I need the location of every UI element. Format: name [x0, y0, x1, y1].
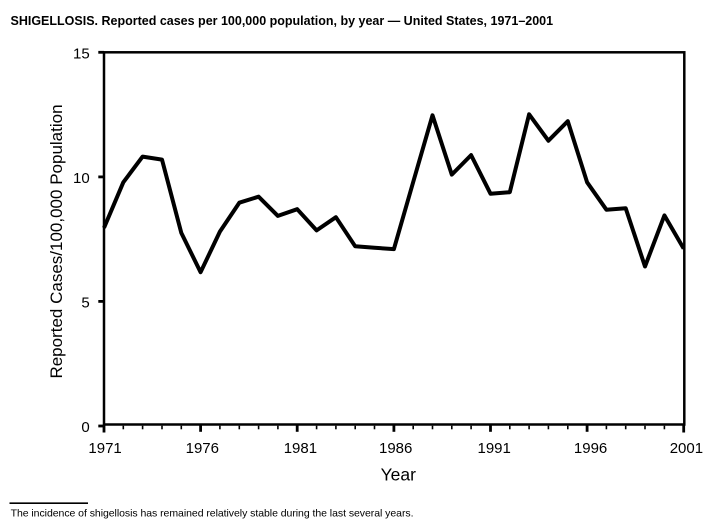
svg-text:0: 0 — [81, 419, 89, 436]
svg-text:The incidence of shigellosis h: The incidence of shigellosis has remaine… — [11, 507, 414, 519]
svg-text:1981: 1981 — [284, 440, 317, 457]
svg-text:1976: 1976 — [186, 440, 219, 457]
svg-text:Year: Year — [381, 465, 417, 485]
svg-text:1986: 1986 — [379, 440, 412, 457]
svg-text:1996: 1996 — [574, 440, 607, 457]
svg-text:5: 5 — [81, 295, 89, 312]
svg-text:15: 15 — [73, 46, 90, 63]
svg-text:10: 10 — [73, 170, 90, 187]
svg-text:1971: 1971 — [88, 440, 121, 457]
svg-text:2001: 2001 — [670, 440, 703, 457]
svg-text:Reported Cases/100,000 Populat: Reported Cases/100,000 Population — [47, 104, 66, 378]
svg-text:SHIGELLOSIS. Reported cases pe: SHIGELLOSIS. Reported cases per 100,000 … — [11, 14, 554, 28]
svg-text:1991: 1991 — [478, 440, 511, 457]
